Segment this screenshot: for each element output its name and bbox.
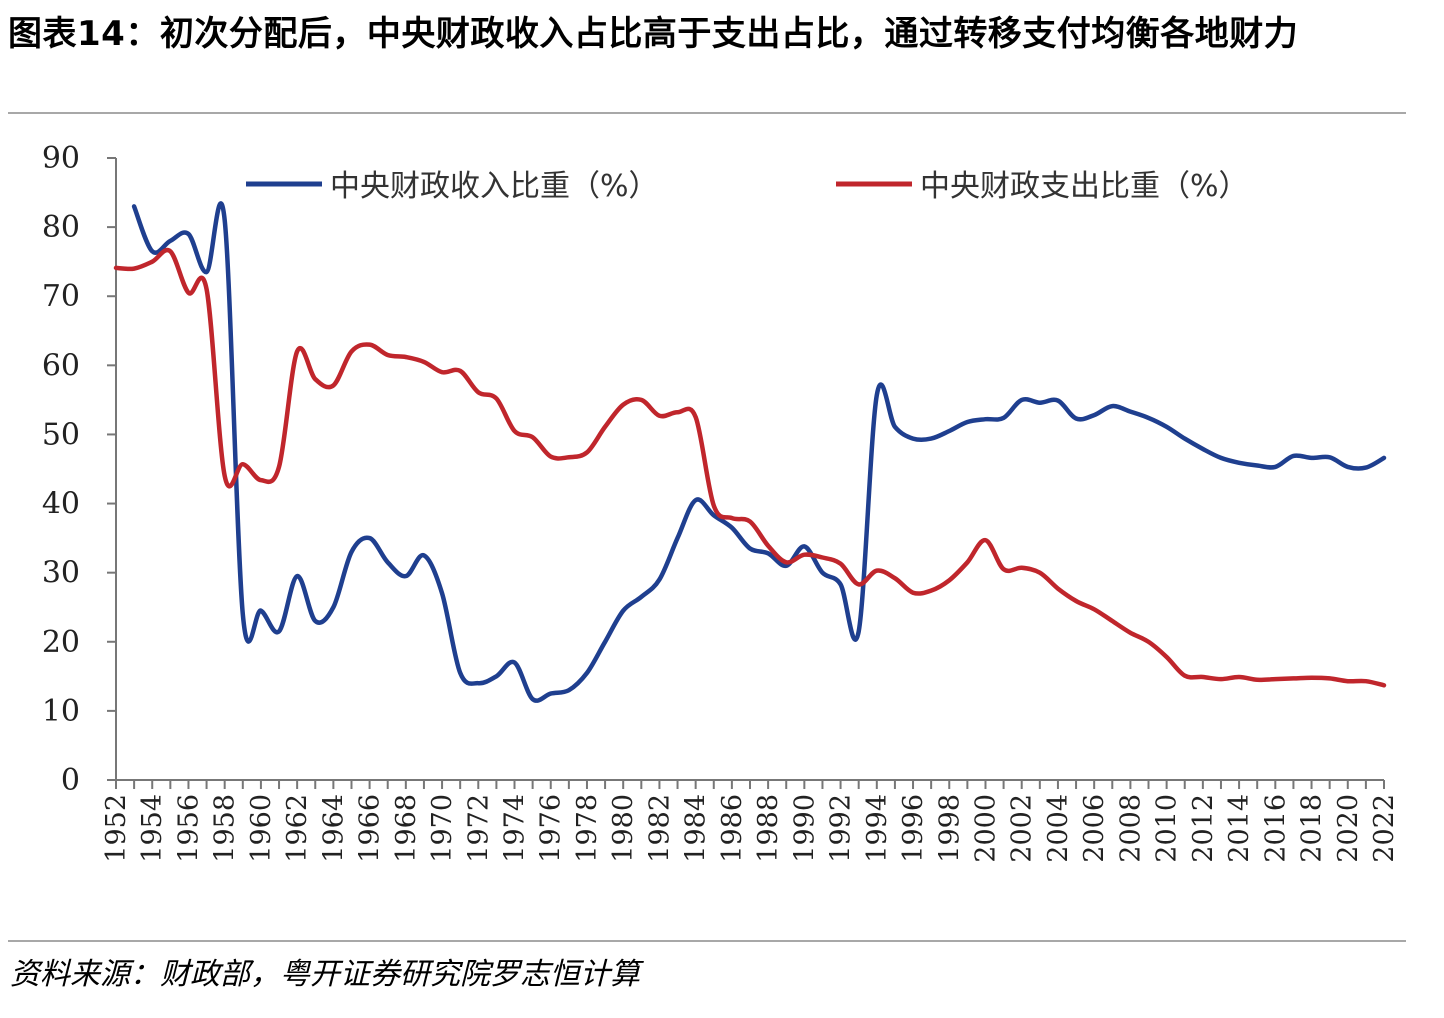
y-tick-label: 90	[42, 141, 80, 176]
y-tick-label: 60	[42, 348, 80, 383]
x-tick-label: 1976	[536, 794, 567, 863]
x-tick-label: 1966	[355, 794, 386, 863]
legend-label-revenue: 中央财政收入比重（%）	[330, 169, 659, 204]
x-tick-label: 1992	[826, 794, 857, 863]
y-tick-label: 10	[42, 694, 80, 729]
x-tick-label: 1996	[898, 794, 929, 863]
x-tick-label: 2012	[1188, 794, 1219, 863]
x-tick-label: 1952	[101, 794, 132, 863]
y-tick-label: 50	[42, 417, 80, 452]
source-note: 资料来源：财政部，粤开证券研究院罗志恒计算	[10, 953, 640, 997]
x-tick-label: 2004	[1043, 794, 1074, 863]
legend-label-expenditure: 中央财政支出比重（%）	[920, 169, 1249, 204]
x-tick-label: 2002	[1007, 794, 1038, 863]
x-tick-label: 2016	[1260, 794, 1291, 863]
x-tick-label: 2008	[1115, 794, 1146, 863]
x-tick-label: 2020	[1333, 794, 1364, 863]
x-tick-label: 2006	[1079, 794, 1110, 863]
x-tick-label: 1960	[246, 794, 277, 863]
x-tick-label: 1954	[137, 794, 168, 863]
x-tick-label: 1984	[681, 794, 712, 863]
x-tick-label: 2022	[1369, 794, 1400, 863]
y-tick-label: 70	[42, 279, 80, 314]
x-tick-label: 1986	[717, 794, 748, 863]
x-tick-label: 1956	[173, 794, 204, 863]
chart-axes	[116, 158, 1384, 780]
x-tick-label: 2010	[1152, 794, 1183, 863]
y-tick-label: 40	[42, 487, 80, 522]
source-divider	[8, 940, 1406, 942]
chart-title: 图表14：初次分配后，中央财政收入占比高于支出占比，通过转移支付均衡各地财力	[8, 6, 1418, 62]
y-tick-label: 80	[42, 210, 80, 245]
y-tick-label: 20	[42, 625, 80, 660]
x-tick-label: 1978	[572, 794, 603, 863]
y-tick-label: 0	[61, 763, 80, 798]
chart-legend: 中央财政收入比重（%） 中央财政支出比重（%）	[246, 169, 1249, 204]
title-divider	[8, 112, 1406, 114]
x-tick-label: 1968	[391, 794, 422, 863]
x-tick-label: 1994	[862, 794, 893, 863]
x-tick-label: 1970	[427, 794, 458, 863]
series-line-expenditure	[116, 250, 1384, 685]
x-tick-label: 2014	[1224, 794, 1255, 863]
x-tick-label: 1972	[463, 794, 494, 863]
x-tick-label: 2000	[970, 794, 1001, 863]
x-tick-label: 1990	[789, 794, 820, 863]
x-tick-label: 1988	[753, 794, 784, 863]
y-tick-label: 30	[42, 556, 80, 591]
x-tick-label: 1964	[318, 794, 349, 863]
x-tick-label: 1958	[210, 794, 241, 863]
x-tick-label: 1962	[282, 794, 313, 863]
x-tick-label: 1974	[500, 794, 531, 863]
series-line-revenue	[134, 203, 1384, 700]
x-tick-label: 1980	[608, 794, 639, 863]
chart-series	[116, 203, 1384, 700]
x-tick-label: 1982	[644, 794, 675, 863]
x-tick-label: 1998	[934, 794, 965, 863]
x-tick-label: 2018	[1297, 794, 1328, 863]
